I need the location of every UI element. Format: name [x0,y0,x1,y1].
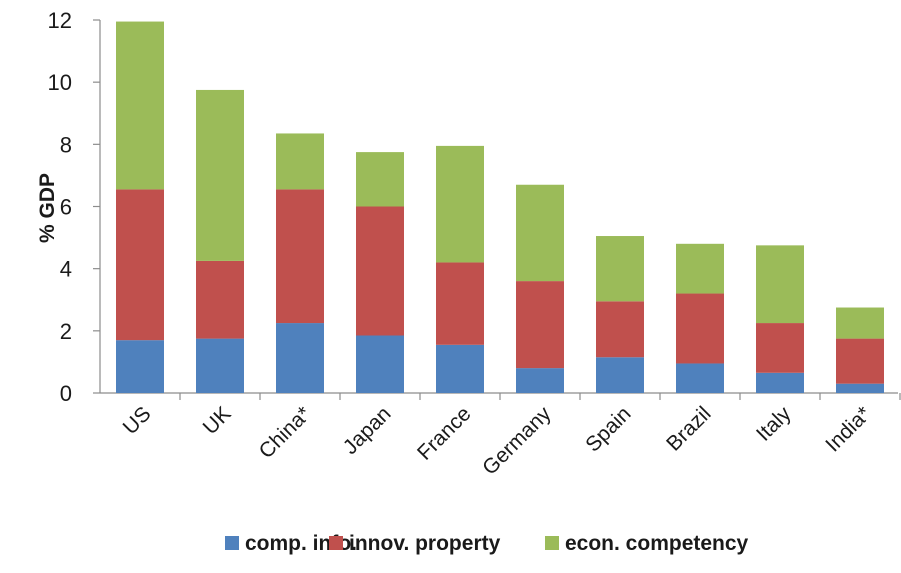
bar-segment-innov-property [196,260,244,339]
bar-segment-comp-info [356,335,404,393]
bar-segment-econ-competency [196,89,244,261]
bar-segment-comp-info [436,344,484,393]
x-tick-label: Germany [478,402,556,480]
bar-segment-comp-info [276,323,324,393]
y-tick-label: 12 [48,8,72,33]
x-tick-label: China* [255,402,316,463]
x-tick-label: Spain [581,402,635,456]
y-tick-label: 0 [60,381,72,406]
x-tick-labels: US UK China* Japan France Germany Spain Brazil I… [119,402,876,480]
bar-segment-econ-competency [356,152,404,207]
bar-segment-comp-info [596,357,644,393]
bar-segment-comp-info [516,368,564,393]
bar-segment-innov-property [836,338,884,384]
legend-label: econ. competency [565,532,749,555]
bar-segment-comp-info [836,383,884,393]
y-tick-labels: 0 2 4 6 8 10 12 [48,8,72,406]
bar-segment-innov-property [596,301,644,358]
bar-segment-econ-competency [436,145,484,263]
y-tick-label: 2 [60,319,72,344]
legend-swatch [329,536,343,550]
y-tick-label: 6 [60,195,72,220]
legend: comp. info.innov. property econ. competen… [225,532,749,555]
legend-swatch [225,536,239,550]
bar-segment-innov-property [756,323,804,373]
x-tick-label: UK [199,402,236,439]
bar-segment-innov-property [116,189,164,341]
bar-segment-comp-info [116,340,164,393]
bar-segment-econ-competency [276,133,324,190]
x-tick-label: Italy [752,402,796,446]
bar-segment-econ-competency [836,307,884,339]
x-tick-label: India* [821,402,875,456]
x-tick-label: US [119,402,156,439]
bar-segment-innov-property [516,281,564,369]
bar-segment-econ-competency [596,236,644,302]
bar-segment-innov-property [436,262,484,345]
bar-segment-econ-competency [516,184,564,282]
x-tick-label: Brazil [662,402,715,455]
y-axis-title: % GDP [36,173,59,243]
bar-segment-econ-competency [116,21,164,190]
bar-segment-econ-competency [676,243,724,294]
bar-segment-innov-property [276,189,324,324]
bars [116,21,884,393]
x-tick-label: France [413,402,475,464]
legend-swatch [545,536,559,550]
y-tick-label: 10 [48,70,72,95]
y-tick-label: 8 [60,132,72,157]
bar-segment-innov-property [676,293,724,364]
bar-segment-comp-info [196,338,244,393]
legend-label: innov. property [349,532,501,555]
bar-segment-comp-info [676,363,724,393]
bar-segment-innov-property [356,206,404,336]
bar-segment-econ-competency [756,245,804,324]
bar-segment-comp-info [756,372,804,393]
x-tick-label: Japan [339,402,396,459]
y-tick-label: 4 [60,257,72,282]
